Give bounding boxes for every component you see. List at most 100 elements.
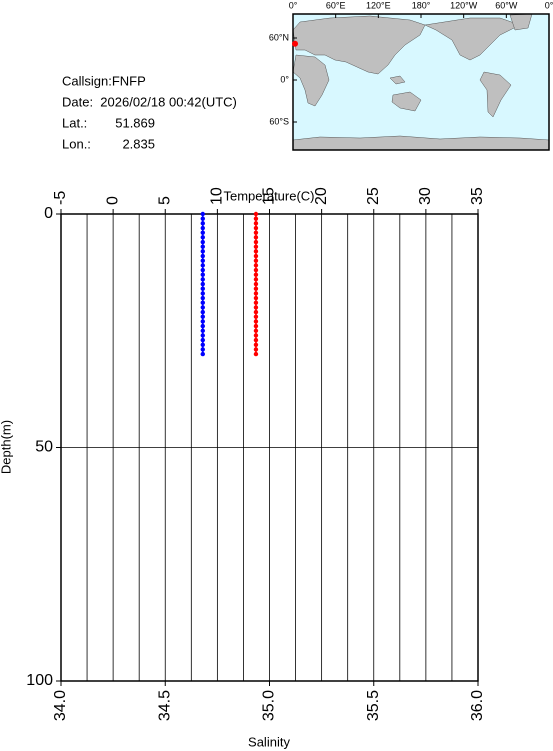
profile-point [253,221,259,226]
profile-point [253,286,259,291]
profile-point [253,300,259,305]
profile-point [253,216,259,221]
profile-point [200,211,205,217]
profile-point [253,253,259,259]
profile-point [200,239,205,245]
lon-value: 2.835 [122,136,155,151]
y-axis-label: Depth(m) [0,420,13,474]
x2-tick-label: 0 [104,196,121,205]
profile-point [253,342,259,347]
profile-point [253,258,259,263]
x2-axis-label: Temperature(C) [223,188,314,203]
map-y-tick-label: 0° [280,74,289,84]
map-x-tick-label: 0° [545,0,553,10]
profile-point [253,244,259,249]
profile-point [253,305,259,310]
map-x-tick-label: 60°E [326,0,346,10]
profile-point [200,319,205,324]
profile-point [253,351,259,357]
profile-point [200,337,205,343]
profile-point [200,281,205,287]
map-x-tick-label: 180° [412,0,431,10]
profile-point [200,300,205,305]
station-marker [292,40,299,47]
x-tick-label: 34.0 [52,690,69,721]
x2-tick-label: 20 [313,187,330,205]
profile-point [200,277,205,282]
profile-point [200,244,205,249]
profile-point [253,249,259,254]
profile-point [200,258,205,263]
profile-point [200,221,205,226]
profile-point [200,225,205,231]
date: Date: 2026/02/18 00:42(UTC) [62,94,237,109]
x2-tick-label: 10 [209,187,226,205]
lat-label: Lat.: [62,115,87,130]
y-tick-label: 100 [26,672,53,689]
profile-point [253,295,259,301]
profile-point [200,333,205,338]
profile-point [253,309,259,315]
profile-point [253,239,259,245]
profile-point [200,323,205,329]
lat-value: 51.869 [115,115,155,130]
profile-point [253,235,259,240]
profile-point [200,295,205,301]
map-x-tick-label: 120°E [366,0,391,10]
profile-point [200,263,205,268]
profile-point [253,267,259,273]
x2-tick-label: -5 [52,191,69,205]
profile-point [253,281,259,287]
x-tick-label: 35.5 [365,690,382,721]
map-x-tick-label: 60°W [495,0,518,10]
y-tick-label: 0 [44,205,53,222]
profile-point [253,277,259,282]
land [292,13,550,151]
x2-tick-label: 30 [417,187,434,205]
x2-tick-label: 15 [261,187,278,205]
profile-point [200,253,205,259]
x-tick-label: 34.5 [156,690,173,721]
map-x-tick-label: 120°W [450,0,478,10]
x-tick-label: 36.0 [469,690,486,721]
x2-tick-label: 35 [469,187,486,205]
profile-point [253,328,259,333]
profile-point [253,291,259,296]
x2-tick-label: 5 [156,196,173,205]
profile-point [253,319,259,324]
x-tick-label: 35.0 [261,690,278,721]
profile-point [200,286,205,291]
profile-point [253,347,259,352]
map-x-tick-label: 0° [289,0,298,10]
profile-point [200,272,205,277]
callsign: Callsign:FNFP [62,73,146,88]
profile-point [200,351,205,357]
profile-point [253,323,259,329]
profile-point [253,263,259,268]
y-tick-label: 50 [35,439,53,456]
x2-tick-label: 25 [365,187,382,205]
profile-point [200,328,205,333]
profile-point [200,314,205,319]
world-map [292,13,550,151]
profile-point [253,225,259,231]
profile-point [200,267,205,273]
profile-point [200,347,205,352]
map-y-tick-label: 60°S [269,116,289,126]
profile-point [200,249,205,254]
profile-point [200,291,205,296]
profile-point [253,211,259,217]
profile-point [200,305,205,310]
profile-point [253,333,259,338]
profile-point [253,337,259,343]
profile-point [200,235,205,240]
profile-point [200,342,205,347]
profile-point [253,230,259,235]
map-y-tick-label: 60°N [269,32,289,42]
profile-point [200,216,205,221]
profile-point [200,230,205,235]
lon-label: Lon.: [62,136,91,151]
x-axis-label: Salinity [248,734,290,749]
profile-point [253,314,259,319]
